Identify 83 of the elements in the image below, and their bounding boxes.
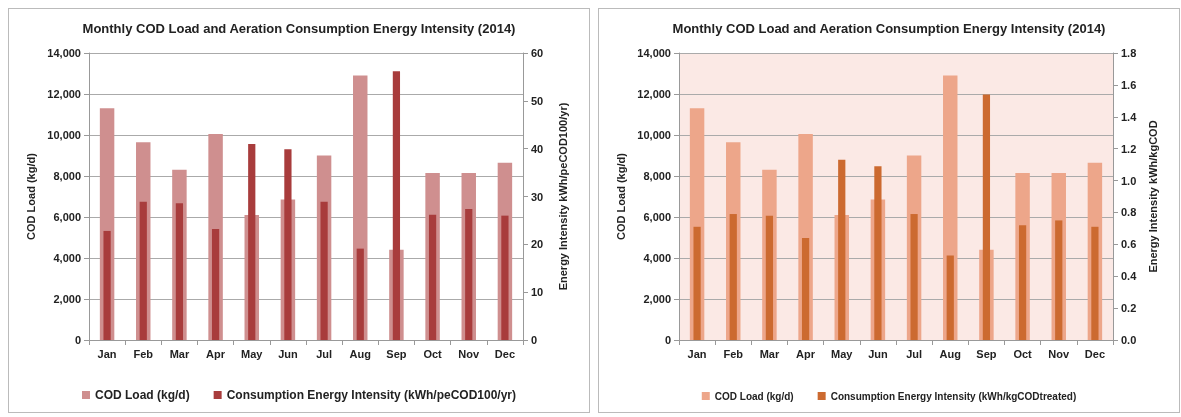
x-tick-label: Nov [1048,347,1071,360]
y2-tick-label: 50 [531,94,544,107]
y2-tick-label: 1.6 [1121,78,1137,91]
bar [320,201,328,340]
x-tick-label: Jul [906,347,923,360]
y2-axis-title: Energy Intensity kWh/kgCOD [1146,120,1159,273]
y-tick-label: 12,000 [637,88,671,100]
x-tick-label: Nov [458,347,481,360]
bar [910,214,918,340]
y-tick-label: 6,000 [643,211,671,223]
x-tick-label: Sep [386,347,407,360]
y2-tick-label: 30 [531,190,544,203]
x-tick-label: Apr [796,347,816,360]
x-tick-label: Mar [759,347,780,360]
x-tick-label: Jan [97,347,117,360]
x-tick-label: Sep [976,347,997,360]
x-tick-label: Oct [423,347,443,360]
x-tick-label: Aug [349,347,371,360]
y2-tick-label: 1.8 [1121,47,1137,59]
y2-tick-label: 40 [531,142,544,155]
legend-label: Consumption Energy Intensity (kWh/peCOD100/yr) [226,388,517,402]
bar [428,214,437,340]
y-axis-title: COD Load (kg/d) [614,152,627,240]
bar [1091,226,1099,340]
legend-label: COD Load (kg/d) [94,388,190,402]
bar [946,255,954,340]
y-tick-label: 4,000 [53,252,81,264]
x-tick-label: Jun [278,347,298,360]
bar [1018,225,1027,340]
x-tick-label: Jul [316,347,333,360]
y2-tick-label: 0.2 [1121,302,1137,315]
bar [1055,220,1063,340]
x-tick-label: Oct [1013,347,1033,360]
x-tick-label: Feb [133,347,154,360]
bar [801,237,810,340]
y2-axis-title: Energy Intensity kWh/peCOD100/yr) [556,102,569,291]
y-tick-label: 2,000 [53,293,81,305]
y-tick-label: 8,000 [643,170,671,182]
x-tick-label: Mar [169,347,190,360]
y2-tick-label: 20 [531,238,544,251]
bar [356,248,364,340]
y-tick-label: 14,000 [47,47,81,59]
y-tick-label: 10,000 [637,129,671,141]
bar [103,230,111,340]
bar [501,215,509,340]
y2-tick-label: 10 [531,286,544,299]
bar [765,215,774,340]
bar [693,226,701,340]
y2-tick-label: 0.8 [1121,206,1137,219]
y-tick-label: 6,000 [53,211,81,223]
y-tick-label: 0 [664,334,671,346]
y2-tick-label: 0 [531,334,538,346]
bar [139,201,147,340]
x-tick-label: Jun [868,347,888,360]
x-tick-label: May [241,347,264,360]
y2-tick-label: 0.6 [1121,238,1137,251]
y-tick-label: 4,000 [643,252,671,264]
y-tick-label: 8,000 [53,170,81,182]
y2-tick-label: 0.0 [1121,334,1137,346]
bar [211,229,220,340]
x-tick-label: Jan [687,347,707,360]
y2-tick-label: 1.0 [1121,174,1137,187]
legend-label: COD Load (kg/d) [714,390,794,402]
x-tick-label: Feb [723,347,744,360]
x-tick-label: Apr [206,347,226,360]
x-tick-label: Dec [494,347,516,360]
y-tick-label: 14,000 [637,47,671,59]
chart-title: Monthly COD Load and Aeration Consumption Energy Intensity (2014) [82,21,516,36]
chart-title: Monthly COD Load and Aeration Consumption Energy Intensity (2014) [672,21,1106,36]
y2-tick-label: 60 [531,47,544,59]
y-tick-label: 10,000 [47,129,81,141]
y2-tick-label: 0.4 [1121,270,1138,283]
y-tick-label: 12,000 [47,88,81,100]
y-tick-label: 0 [74,334,81,346]
y-tick-label: 2,000 [643,293,671,305]
y-axis-title: COD Load (kg/d) [24,152,37,240]
y2-tick-label: 1.2 [1121,142,1137,155]
x-tick-label: Aug [939,347,961,360]
y2-tick-label: 1.4 [1121,110,1138,123]
legend-label: Consumption Energy Intensity (kWh/kgCODtreated) [830,390,1077,402]
x-tick-label: Dec [1084,347,1106,360]
bar [729,214,737,340]
x-tick-label: May [831,347,854,360]
